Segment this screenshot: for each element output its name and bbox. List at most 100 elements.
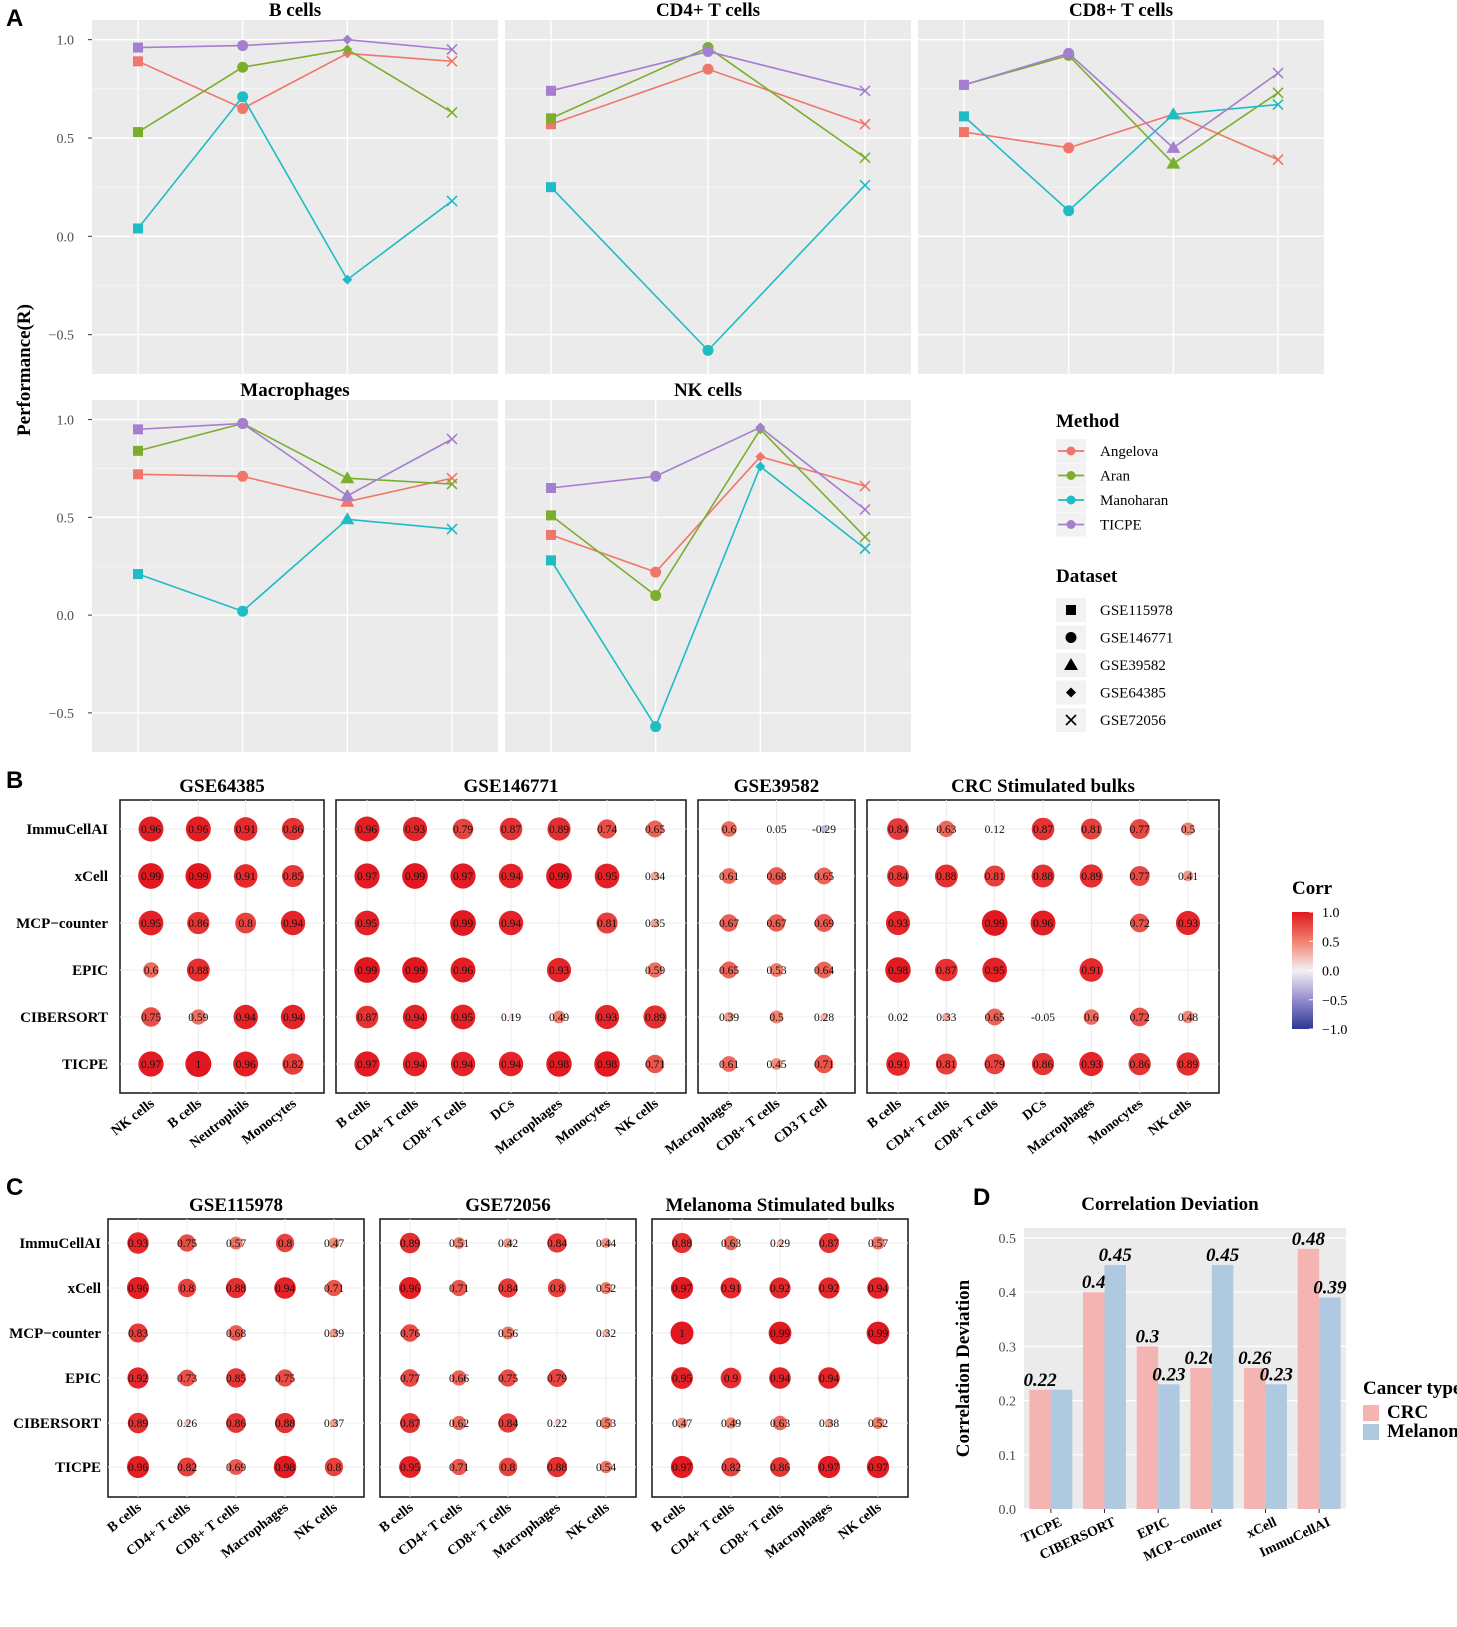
corr-value-label: 0.88 — [226, 1283, 246, 1295]
corr-dot — [1083, 1009, 1100, 1025]
data-point — [340, 471, 355, 484]
group-gse39582: GSE39582 0.6 0.05 -0.29 0.61 0.68 0.65 0.67 0.67… — [663, 776, 856, 1158]
corr-value-label: 0.63 — [936, 824, 956, 836]
corr-value-label: 0.88 — [1033, 871, 1053, 883]
series-line-angelova — [963, 113, 1279, 161]
corr-dot — [670, 1455, 694, 1479]
corr-value-label: 0.22 — [547, 1418, 567, 1430]
legend-shape — [1066, 605, 1076, 615]
corr-value-label: 0.98 — [549, 1059, 569, 1071]
corr-value-label: 1 — [195, 1059, 201, 1071]
corr-dot — [501, 1326, 515, 1340]
corr-dot — [141, 1007, 161, 1027]
corr-dot — [185, 1051, 212, 1077]
series-line-manoharan — [550, 465, 866, 729]
corr-dot — [499, 817, 523, 841]
corr-value-label: 0.85 — [283, 871, 303, 883]
corr-dot — [772, 1415, 788, 1431]
corr-value-label: 0.77 — [1130, 824, 1150, 836]
corr-dot — [594, 1051, 620, 1077]
corr-value-label: 0.66 — [449, 1373, 469, 1385]
corr-value-label: 0.89 — [1178, 1059, 1198, 1071]
bar-melanoma — [1158, 1384, 1180, 1509]
bar-crc — [1029, 1389, 1051, 1509]
data-point — [237, 103, 249, 114]
group-melanoma-stimulated-bulks: Melanoma Stimulated bulks 0.88 0.63 0.29 0.8… — [649, 1195, 909, 1562]
corr-value-label: 0.77 — [1130, 871, 1150, 883]
corr-dot — [647, 962, 663, 978]
data-point — [133, 445, 143, 456]
bar-crc — [1083, 1292, 1105, 1509]
corr-dot — [225, 1277, 247, 1299]
column-label: Monocytes — [1086, 1096, 1147, 1148]
corr-dot — [398, 1276, 422, 1300]
corr-dot — [676, 1417, 688, 1429]
corr-dot — [596, 912, 618, 934]
corr-dot — [1080, 818, 1102, 840]
corr-dot — [143, 962, 159, 978]
corr-value-label: 0.99 — [868, 1328, 888, 1340]
corr-value-label: 0.33 — [936, 1012, 956, 1024]
corr-value-label: 0.95 — [985, 965, 1005, 977]
corr-value-label: 0.86 — [283, 824, 303, 836]
corr-dot — [354, 1051, 380, 1077]
corr-dot — [547, 1233, 567, 1253]
corr-value-label: 0.69 — [814, 918, 834, 930]
corr-dot — [720, 961, 738, 979]
panel-b: B ImmuCellAI xCell MCP−counter EPIC CIBERSORT… — [6, 767, 1347, 1158]
corr-value-label: 0.88 — [936, 871, 956, 883]
corr-dot — [226, 1413, 246, 1433]
corr-value-label: 0.97 — [357, 1059, 377, 1071]
corr-value-label: 0.81 — [597, 918, 617, 930]
corr-dot — [275, 1233, 295, 1253]
corr-value-label: 0.32 — [596, 1328, 616, 1340]
corr-dot — [190, 1009, 207, 1025]
y-tick-label: 0.4 — [999, 1286, 1017, 1301]
y-tick-label: 0.0 — [57, 230, 75, 245]
corr-dot — [325, 1279, 343, 1297]
corr-value-label: 0.89 — [400, 1238, 420, 1250]
corr-value-label: 0.41 — [1178, 871, 1198, 883]
corr-value-label: 0.8 — [278, 1238, 293, 1250]
corr-value-label: 0.97 — [819, 1462, 839, 1474]
corr-dot — [399, 1232, 421, 1254]
group-title: GSE115978 — [189, 1195, 283, 1216]
panel-label-b: B — [6, 767, 23, 794]
series-line-aran — [137, 422, 453, 485]
legend-key-crc — [1363, 1405, 1379, 1421]
corr-value-label: 0.52 — [596, 1283, 616, 1295]
corr-value-label: 1 — [679, 1328, 685, 1340]
panel-a: A B cells 1.0 0.5 0.0 −0.5 CD4+ T cells CD8+ T … — [6, 0, 1324, 752]
corr-dot — [981, 910, 1008, 936]
series-line-angelova — [137, 473, 453, 503]
data-point — [1063, 47, 1075, 59]
corr-value-label: 0.94 — [819, 1373, 839, 1385]
corr-value-label: 0.76 — [400, 1328, 420, 1340]
legend-key-point — [1066, 495, 1076, 505]
data-point — [546, 555, 556, 566]
data-point — [237, 417, 249, 429]
corr-value-label: 0.93 — [888, 918, 908, 930]
corr-value-label: 0.99 — [453, 918, 473, 930]
corr-value-label: 0.94 — [501, 1059, 521, 1071]
corr-value-label: 0.02 — [888, 1012, 908, 1024]
corr-dot — [721, 1457, 741, 1477]
corr-dot — [770, 1058, 783, 1070]
corr-dot — [1181, 1010, 1195, 1024]
corr-dot — [226, 1368, 246, 1388]
corr-dot — [546, 1051, 572, 1077]
colorbar-title: Corr — [1292, 878, 1333, 899]
data-point — [133, 424, 143, 435]
corr-value-label: 0.77 — [400, 1373, 420, 1385]
legend-shape — [1064, 658, 1078, 670]
corr-value-label: 0.95 — [400, 1462, 420, 1474]
legend-label: Angelova — [1100, 444, 1159, 460]
data-point — [342, 44, 353, 55]
corr-dot — [355, 1005, 379, 1029]
corr-dot — [594, 863, 620, 889]
data-point — [859, 503, 871, 516]
data-point — [546, 529, 556, 540]
corr-value-label: 0.98 — [597, 1059, 617, 1071]
data-point — [133, 56, 143, 67]
corr-value-label: 0.82 — [177, 1462, 197, 1474]
